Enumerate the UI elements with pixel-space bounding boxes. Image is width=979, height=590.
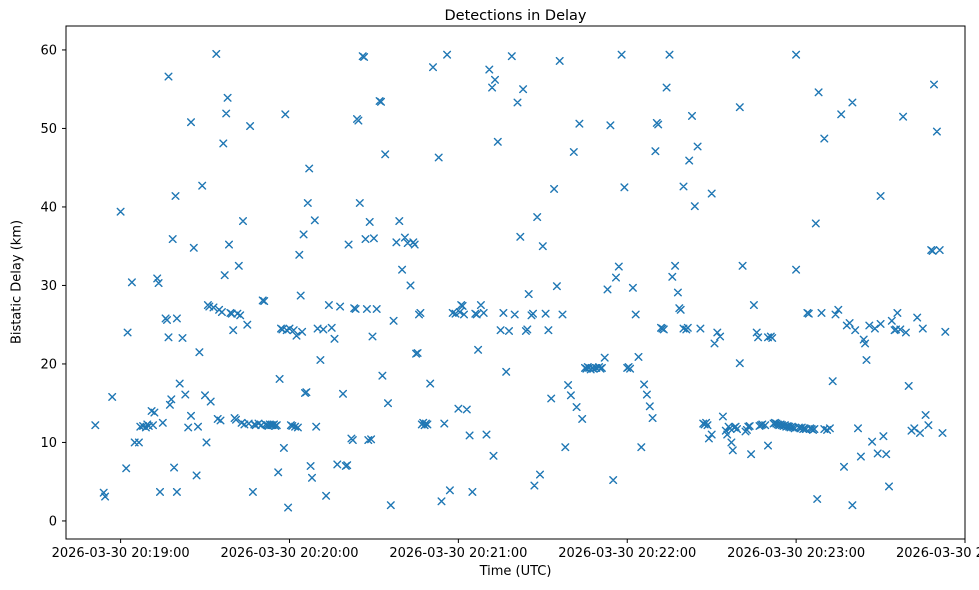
x-tick-label: 2026-03-30 20:21:00 [389,546,527,561]
scatter-points [91,49,950,512]
x-tick-label: 2026-03-30 20:19:00 [52,546,190,561]
y-tick-label: 20 [40,357,57,372]
y-tick-label: 60 [40,43,57,58]
y-axis-label: Bistatic Delay (km) [9,219,25,345]
y-tick-label: 50 [40,122,57,137]
axes-box [65,25,966,540]
x-tick-label: 2026-03-30 20:24:00 [896,546,979,561]
chart-title: Detections in Delay [444,8,587,24]
x-tick-label: 2026-03-30 20:20:00 [220,546,358,561]
y-tick-label: 10 [40,436,57,451]
x-tick-label: 2026-03-30 20:23:00 [727,546,865,561]
x-tick-label: 2026-03-30 20:22:00 [558,546,696,561]
x-axis-label: Time (UTC) [479,564,552,579]
y-tick-label: 30 [40,279,57,294]
y-tick-label: 0 [49,514,57,529]
y-tick-label: 40 [40,200,57,215]
